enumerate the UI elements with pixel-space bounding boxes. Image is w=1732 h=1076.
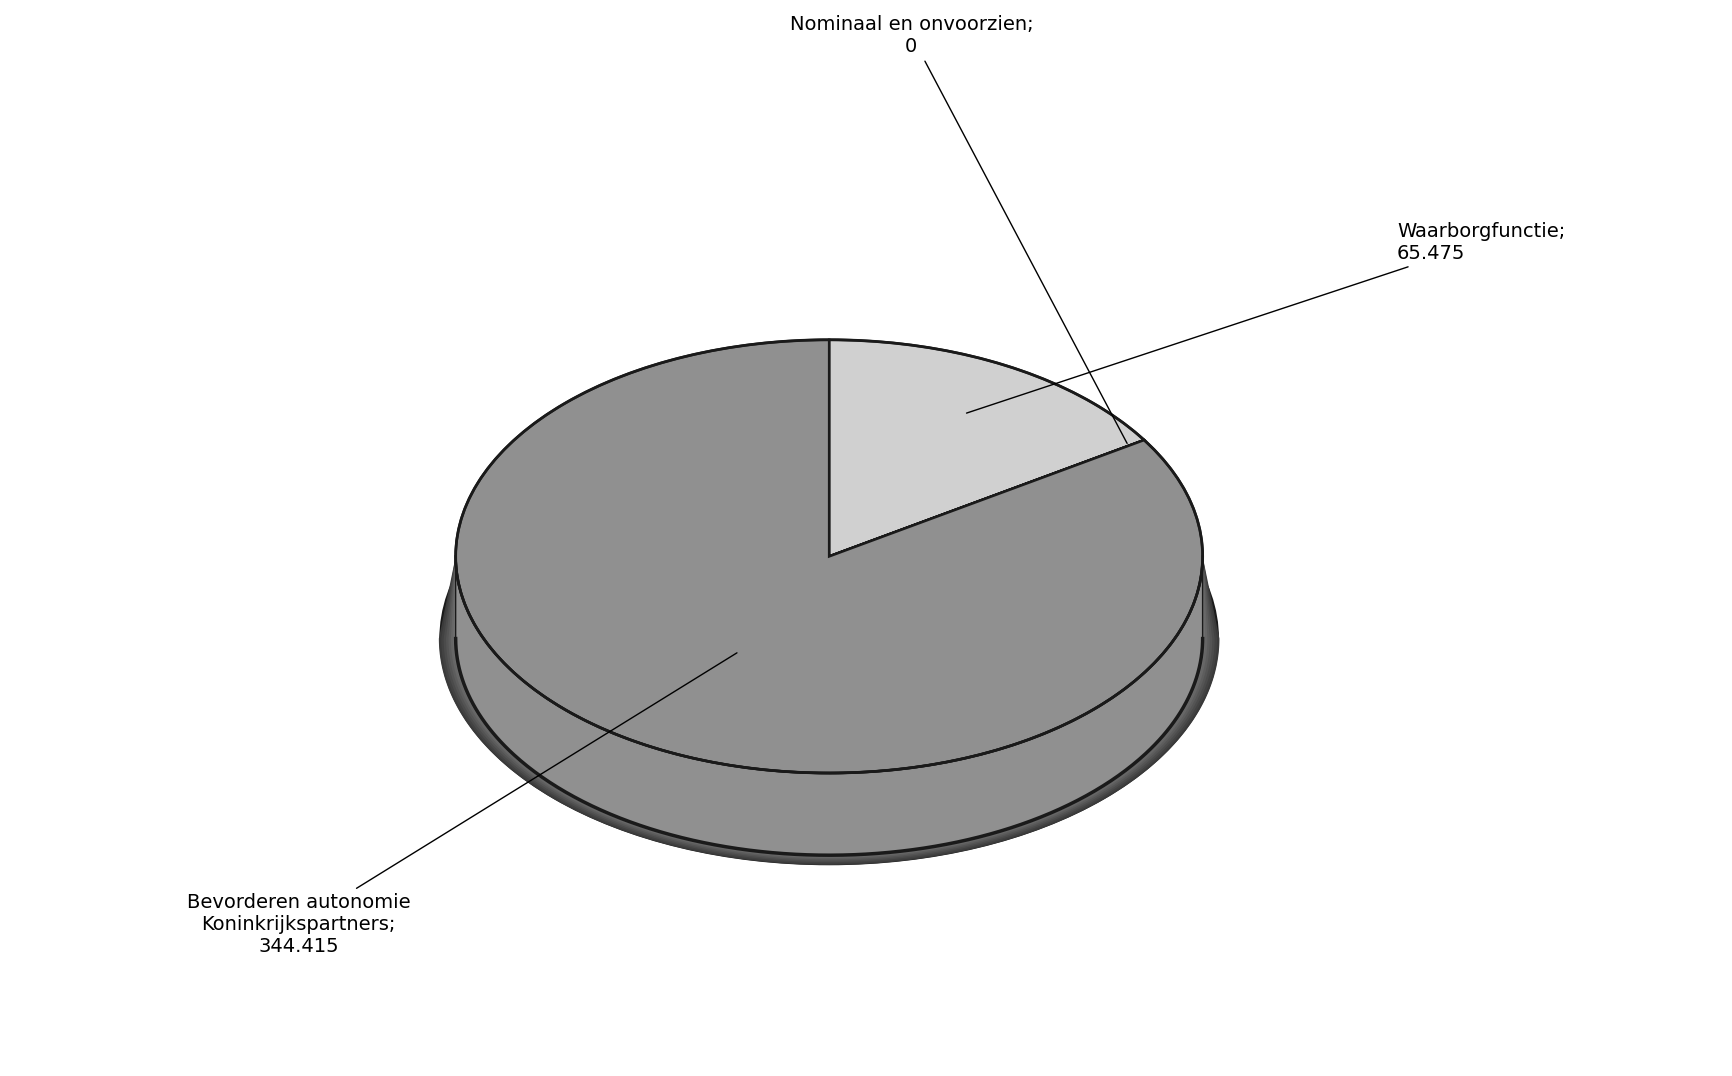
Text: Bevorderen autonomie
Koninkrijkspartners;
344.415: Bevorderen autonomie Koninkrijkspartners… [187,653,736,955]
Polygon shape [450,556,1207,858]
Text: Nominaal en onvoorzien;
0: Nominaal en onvoorzien; 0 [790,15,1126,443]
Polygon shape [442,556,1216,864]
Polygon shape [828,340,1143,556]
Text: Waarborgfunctie;
65.475: Waarborgfunctie; 65.475 [966,222,1564,413]
Polygon shape [456,556,1202,855]
Polygon shape [449,556,1209,860]
Ellipse shape [440,413,1218,864]
Polygon shape [456,556,1202,855]
Polygon shape [456,340,1202,638]
Polygon shape [828,440,1143,556]
Polygon shape [454,556,1204,856]
Polygon shape [438,556,1219,865]
Polygon shape [456,556,1202,855]
Polygon shape [456,340,1202,773]
Polygon shape [445,556,1212,861]
Polygon shape [443,556,1214,862]
Polygon shape [828,340,1143,522]
